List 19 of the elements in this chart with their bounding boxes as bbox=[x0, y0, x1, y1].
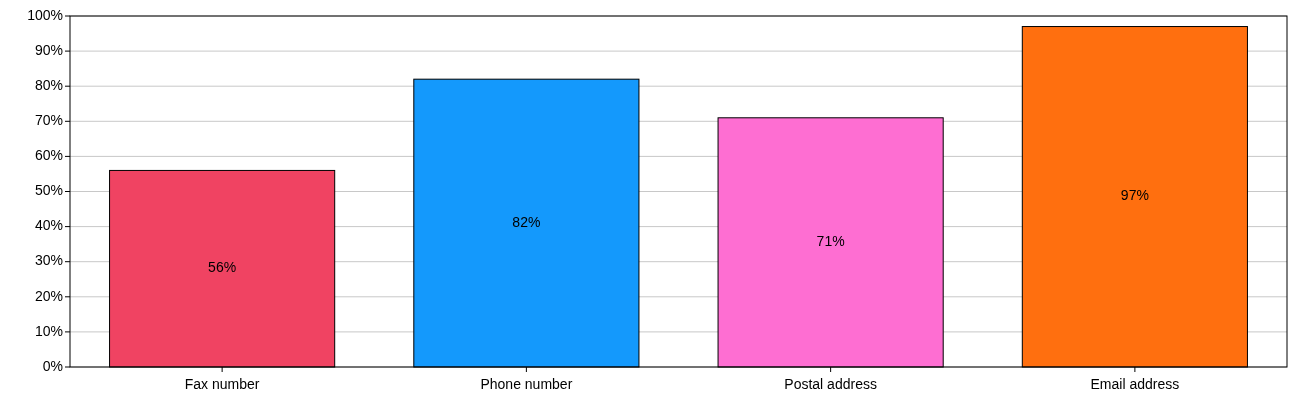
y-tick-label: 30% bbox=[34, 252, 63, 269]
data-label: 71% bbox=[816, 233, 845, 250]
y-tick-label: 20% bbox=[34, 287, 63, 304]
y-tick-label: 40% bbox=[34, 217, 63, 234]
x-tick-label: Fax number bbox=[184, 376, 260, 392]
y-tick-label: 60% bbox=[34, 147, 63, 164]
y-tick-label: 100% bbox=[27, 6, 63, 23]
y-tick-label: 10% bbox=[34, 322, 63, 339]
x-tick-label: Phone number bbox=[480, 376, 573, 392]
x-tick-label: Postal address bbox=[784, 376, 877, 392]
data-label: 56% bbox=[208, 259, 237, 276]
y-tick-label: 70% bbox=[34, 112, 63, 128]
y-tick-label: 0% bbox=[42, 357, 63, 374]
data-label: 82% bbox=[512, 213, 541, 230]
y-tick-label: 80% bbox=[34, 76, 63, 93]
y-tick-label: 50% bbox=[34, 182, 63, 199]
x-tick-label: Email address bbox=[1090, 376, 1180, 392]
y-tick-label: 90% bbox=[34, 41, 63, 58]
data-label: 97% bbox=[1120, 187, 1149, 204]
